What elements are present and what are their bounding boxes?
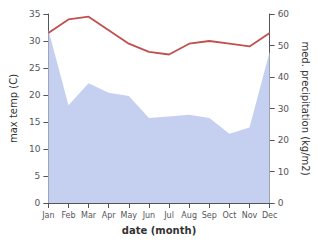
- svg-text:50: 50: [278, 41, 290, 51]
- svg-text:med. precipitation (kg/m2): med. precipitation (kg/m2): [300, 41, 311, 175]
- svg-text:10: 10: [29, 144, 41, 154]
- svg-text:0: 0: [278, 198, 284, 208]
- svg-text:Nov: Nov: [242, 211, 258, 220]
- svg-text:Jan: Jan: [41, 211, 54, 220]
- svg-text:20: 20: [278, 135, 290, 145]
- svg-text:max temp (C): max temp (C): [8, 74, 19, 143]
- svg-text:Sep: Sep: [202, 211, 217, 220]
- svg-text:date (month): date (month): [122, 225, 196, 236]
- svg-text:40: 40: [278, 72, 290, 82]
- svg-text:Dec: Dec: [262, 211, 277, 220]
- svg-text:Feb: Feb: [61, 211, 75, 220]
- svg-text:25: 25: [29, 63, 40, 73]
- svg-text:Apr: Apr: [102, 211, 117, 220]
- svg-text:Mar: Mar: [81, 211, 97, 220]
- svg-text:May: May: [121, 211, 138, 220]
- svg-text:30: 30: [278, 104, 290, 114]
- svg-text:60: 60: [278, 9, 290, 19]
- svg-text:30: 30: [29, 36, 41, 46]
- svg-text:Oct: Oct: [222, 211, 236, 220]
- svg-text:Aug: Aug: [181, 211, 197, 220]
- svg-text:35: 35: [29, 9, 40, 19]
- svg-text:15: 15: [29, 117, 40, 127]
- svg-text:Jul: Jul: [163, 211, 174, 220]
- svg-text:20: 20: [29, 90, 41, 100]
- svg-text:10: 10: [278, 167, 290, 177]
- svg-text:Jun: Jun: [142, 211, 156, 220]
- svg-text:0: 0: [35, 198, 41, 208]
- svg-text:5: 5: [35, 171, 41, 181]
